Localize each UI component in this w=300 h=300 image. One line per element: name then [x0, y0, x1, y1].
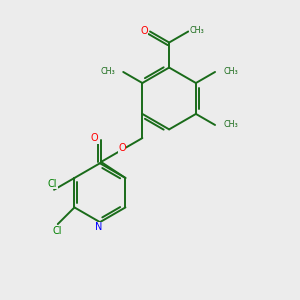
Text: O: O — [91, 134, 98, 143]
Text: CH₃: CH₃ — [223, 68, 238, 76]
Text: Cl: Cl — [48, 179, 57, 189]
Text: O: O — [118, 143, 126, 153]
Text: CH₃: CH₃ — [189, 26, 204, 34]
Text: N: N — [95, 222, 102, 233]
Text: O: O — [140, 26, 148, 37]
Text: Cl: Cl — [52, 226, 62, 236]
Text: CH₃: CH₃ — [223, 121, 238, 130]
Text: CH₃: CH₃ — [100, 68, 115, 76]
